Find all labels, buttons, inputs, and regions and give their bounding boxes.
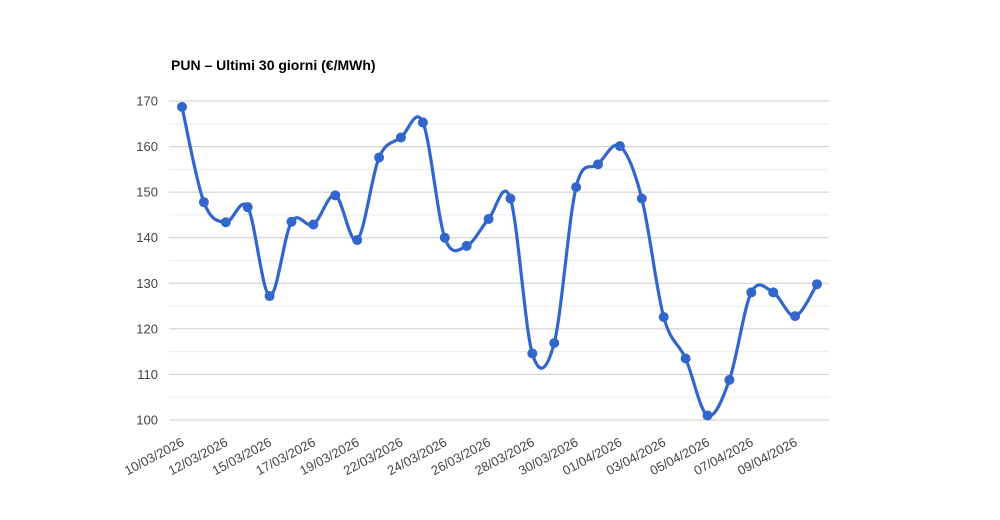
y-axis-tick-label: 150 [136, 185, 158, 200]
data-point-marker[interactable] [220, 217, 231, 228]
data-point-marker[interactable] [527, 348, 538, 359]
data-point-marker[interactable] [812, 279, 822, 290]
data-point-marker[interactable] [330, 190, 341, 201]
data-point-marker[interactable] [680, 353, 691, 364]
y-axis-tick-label: 170 [136, 94, 158, 109]
data-point-marker[interactable] [461, 240, 472, 251]
data-point-marker[interactable] [308, 219, 319, 230]
data-point-marker[interactable] [571, 182, 582, 193]
data-point-marker[interactable] [374, 152, 385, 163]
data-point-marker[interactable] [439, 232, 450, 243]
data-point-marker[interactable] [242, 202, 253, 213]
data-point-marker[interactable] [198, 197, 209, 208]
y-axis-tick-label: 100 [136, 413, 158, 428]
data-point-marker[interactable] [417, 117, 428, 128]
data-point-marker[interactable] [702, 410, 713, 421]
y-axis-tick-label: 140 [136, 230, 158, 245]
data-point-marker[interactable] [658, 312, 669, 323]
chart-title: PUN – Ultimi 30 giorni (€/MWh) [171, 57, 376, 73]
data-point-marker[interactable] [286, 216, 297, 227]
y-axis-tick-label: 160 [136, 139, 158, 154]
data-point-marker[interactable] [264, 291, 275, 302]
data-point-marker[interactable] [505, 193, 516, 204]
data-point-marker[interactable] [352, 234, 363, 245]
data-point-marker[interactable] [614, 141, 625, 152]
y-axis-tick-label: 120 [136, 321, 158, 336]
data-point-marker[interactable] [549, 337, 560, 348]
data-point-marker[interactable] [593, 159, 604, 170]
data-point-marker[interactable] [790, 311, 801, 322]
data-point-marker[interactable] [724, 374, 735, 385]
data-point-marker[interactable] [768, 287, 779, 298]
data-point-marker[interactable] [636, 193, 647, 204]
series-line [180, 105, 819, 418]
y-axis-tick-label: 110 [137, 367, 158, 382]
y-axis-tick-label: 130 [136, 276, 158, 291]
data-point-marker[interactable] [483, 214, 494, 225]
data-point-marker[interactable] [395, 132, 406, 143]
data-point-marker[interactable] [746, 287, 757, 298]
data-point-marker[interactable] [177, 101, 187, 112]
